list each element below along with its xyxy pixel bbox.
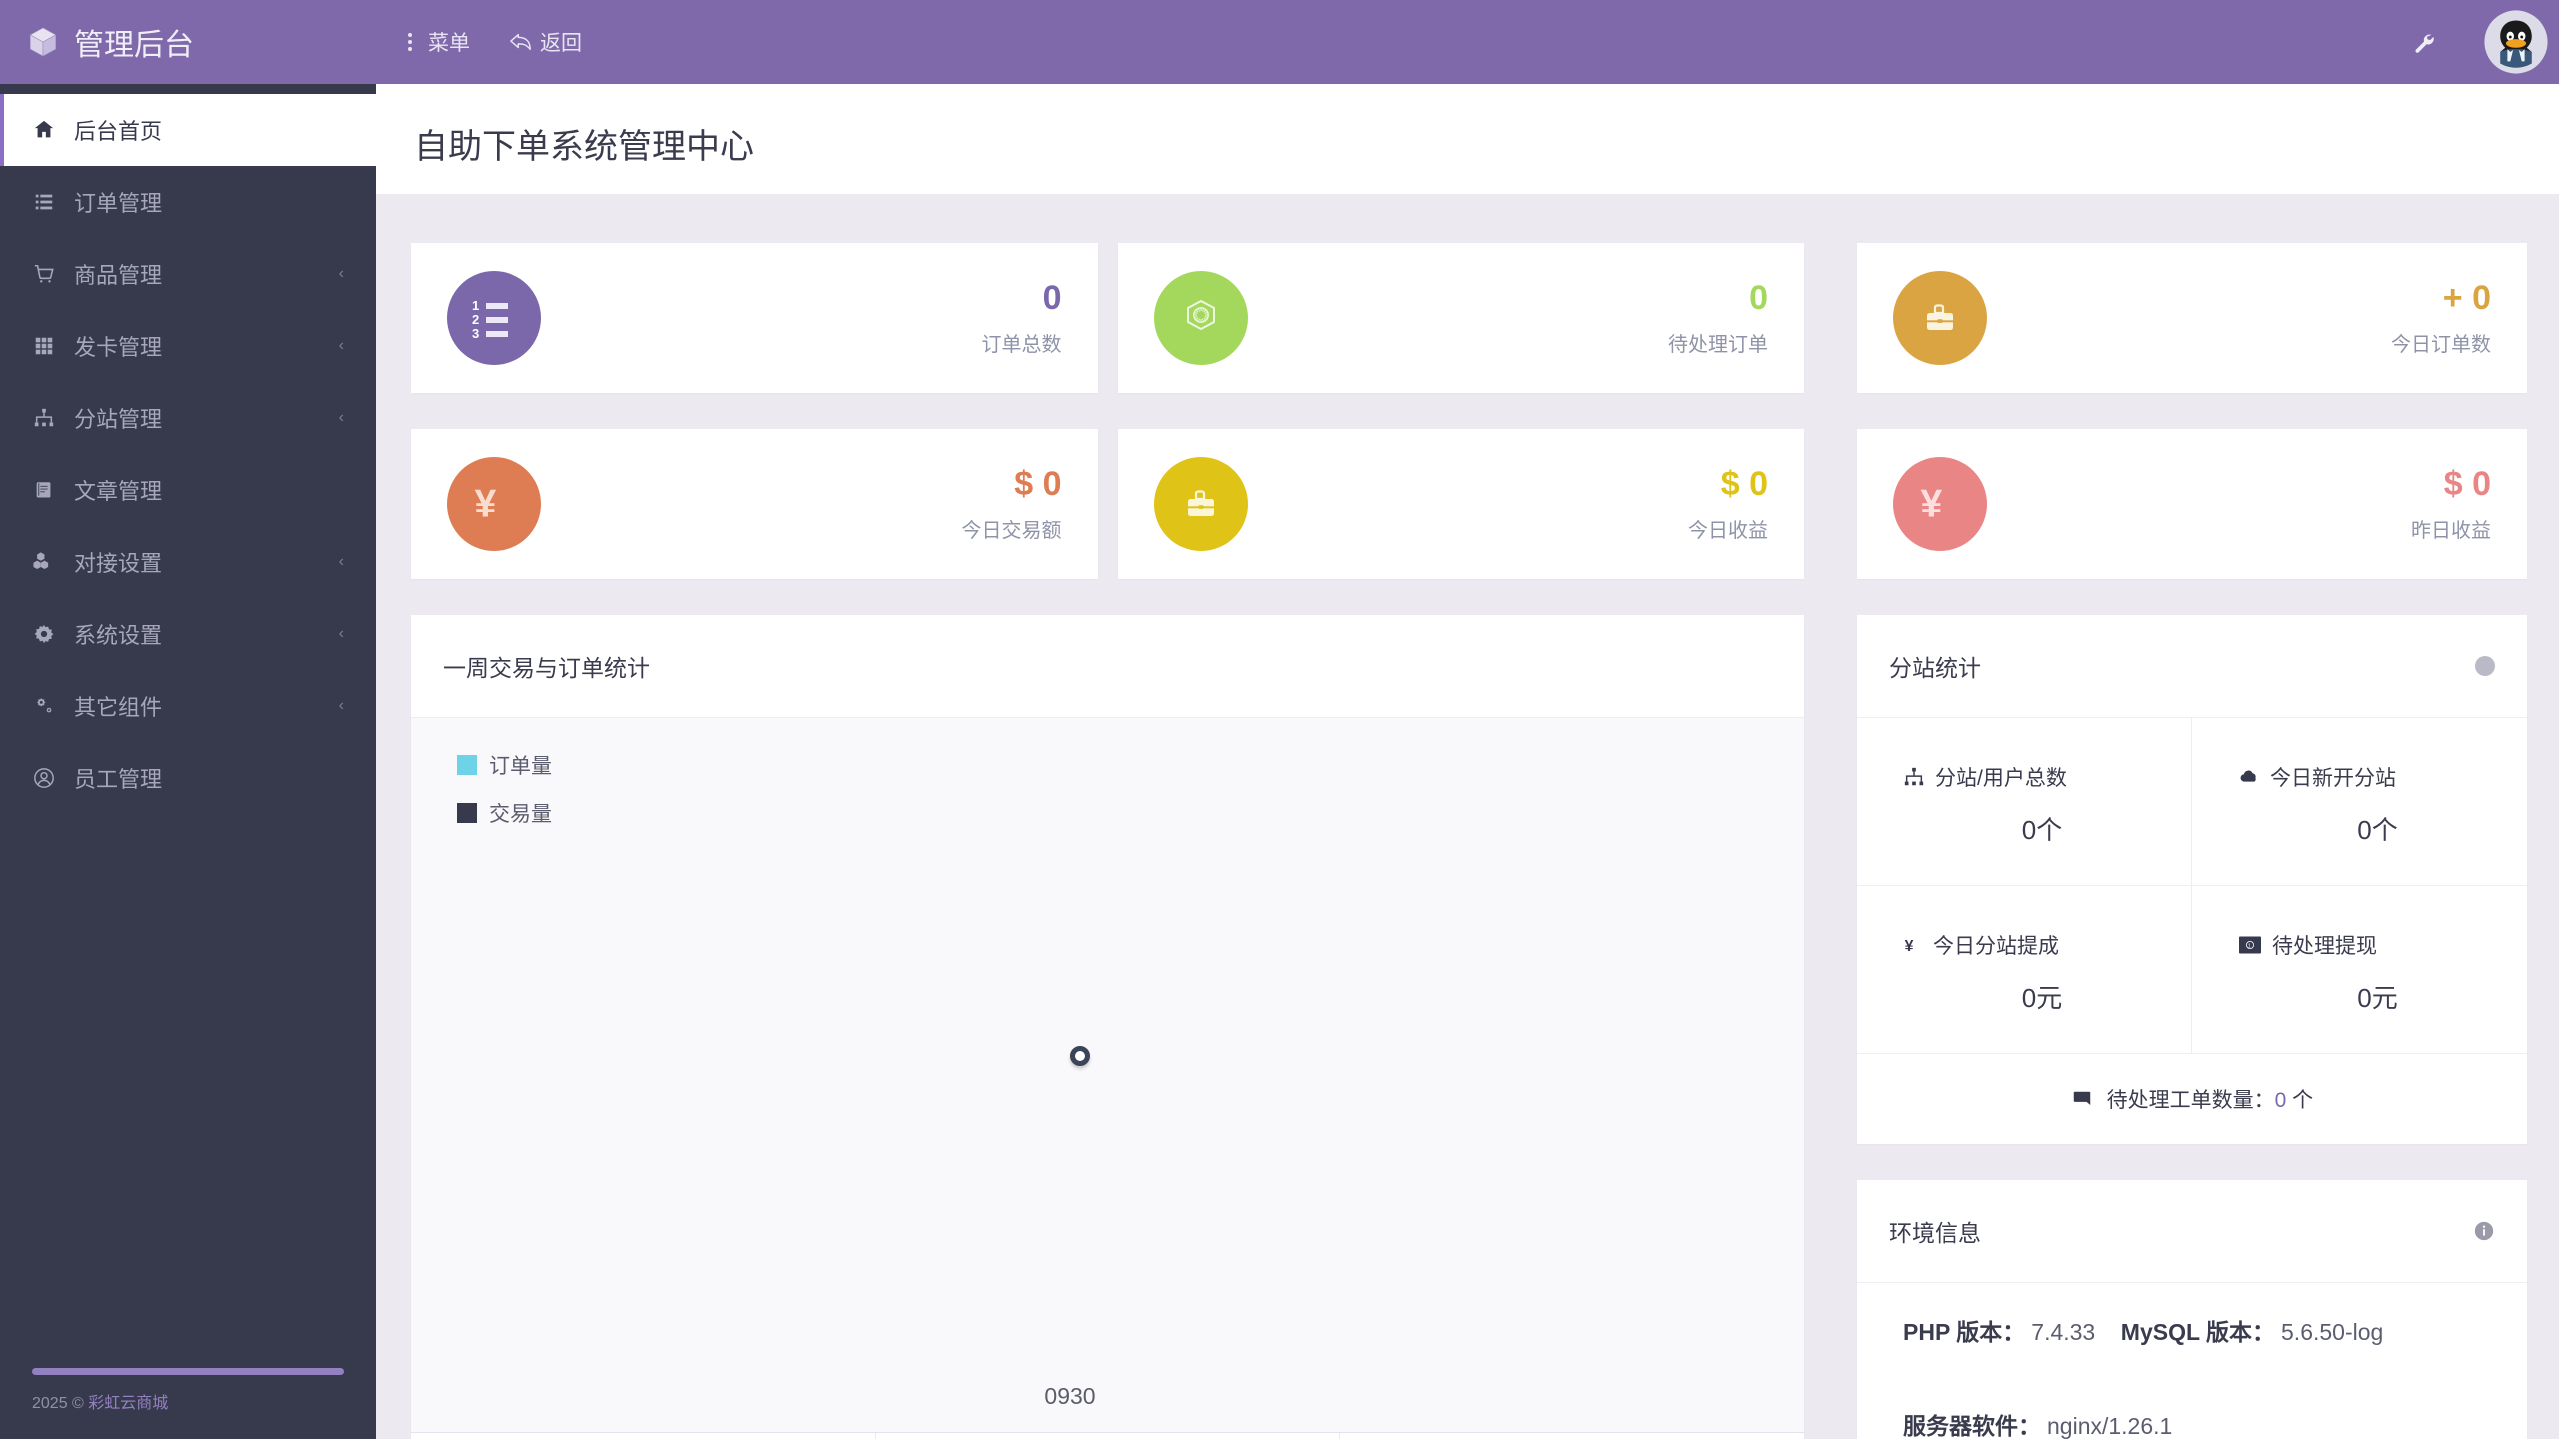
svg-text:¥: ¥ — [474, 483, 496, 526]
svg-text:¥: ¥ — [1920, 483, 1942, 526]
svg-text:1: 1 — [472, 298, 479, 313]
svg-text:2: 2 — [472, 312, 479, 327]
svg-text:3: 3 — [472, 326, 479, 341]
svg-text:¥: ¥ — [1905, 938, 1914, 955]
svg-text:1: 1 — [2248, 944, 2251, 950]
